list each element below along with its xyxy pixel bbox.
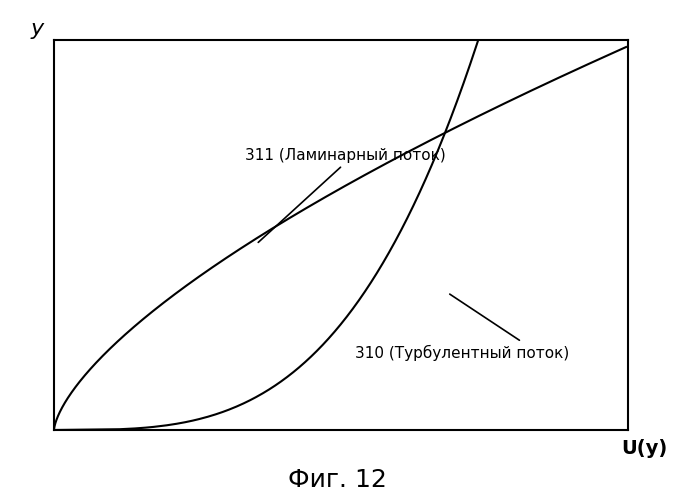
Text: U(y): U(y) — [621, 439, 668, 458]
Text: 310 (Турбулентный поток): 310 (Турбулентный поток) — [354, 294, 569, 360]
Text: Фиг. 12: Фиг. 12 — [288, 468, 387, 492]
Text: y: y — [31, 19, 44, 39]
Text: 311 (Ламинарный поток): 311 (Ламинарный поток) — [245, 148, 446, 242]
